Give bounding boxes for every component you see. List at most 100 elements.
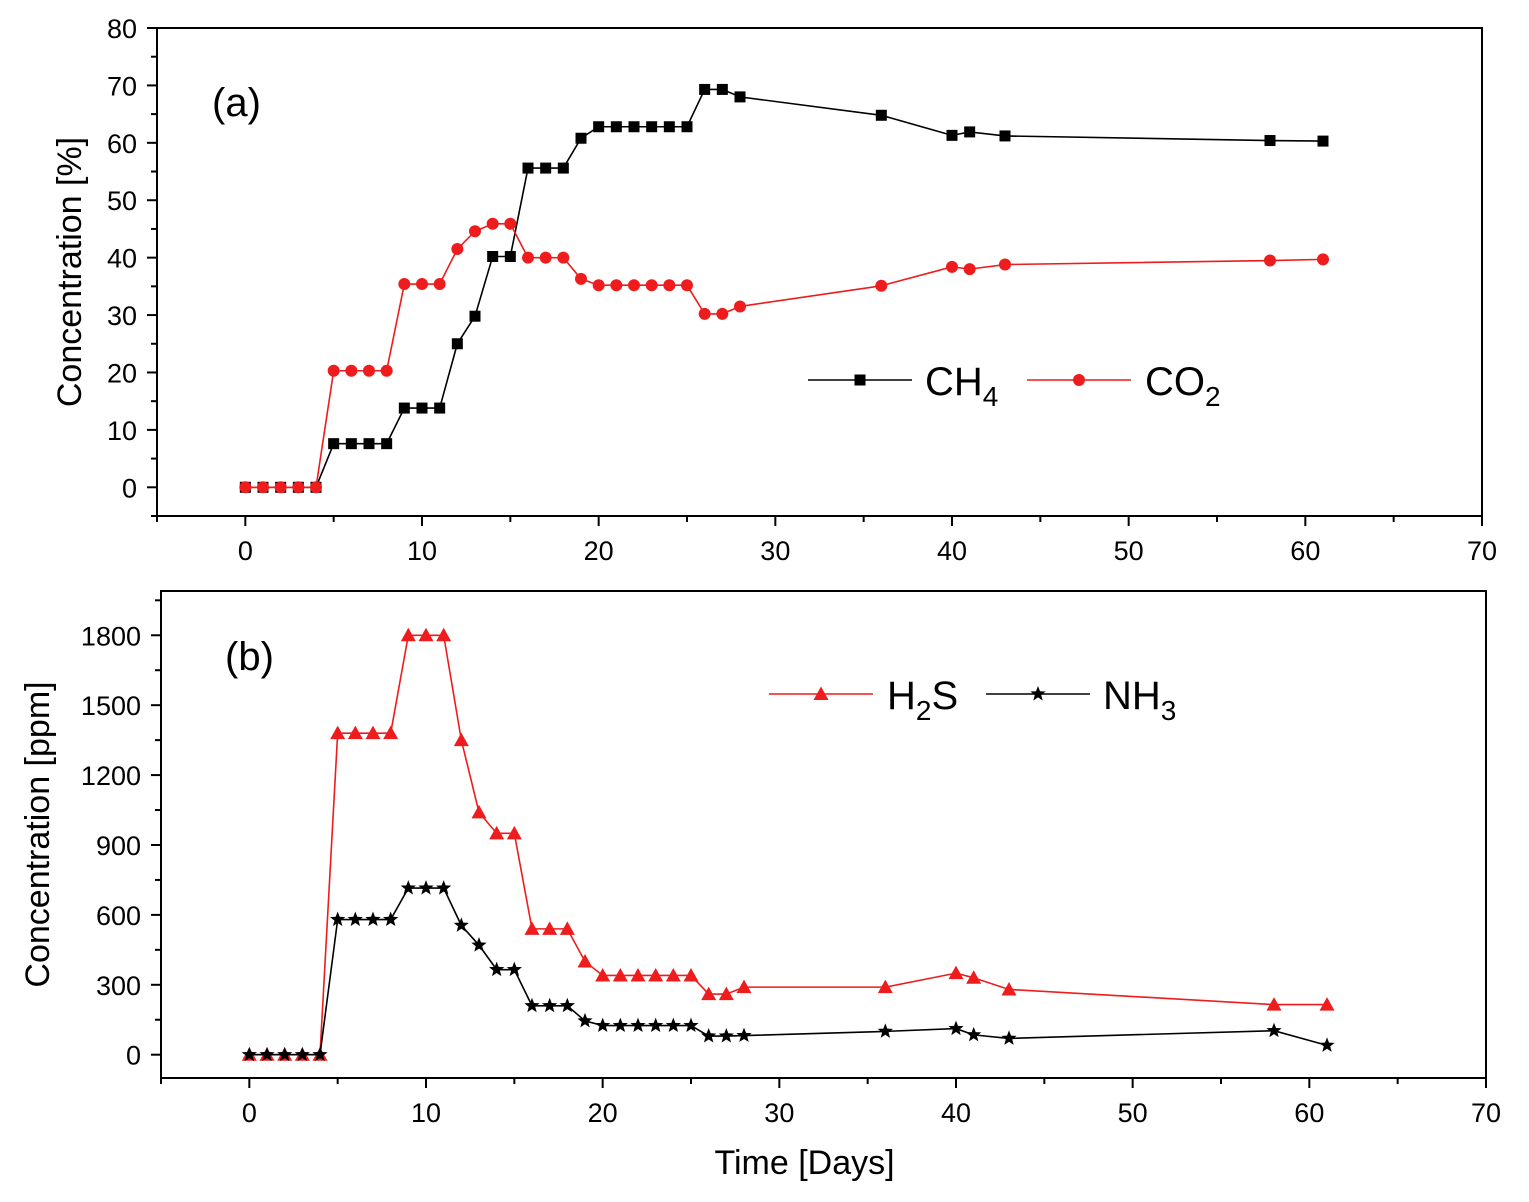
data-point bbox=[365, 725, 381, 740]
data-point bbox=[681, 279, 693, 292]
data-point bbox=[539, 251, 552, 264]
data-point bbox=[595, 1017, 611, 1033]
panel-a: 0 10 20 30 40 50 60 70 0 10 20 30 40 50 60 70 80 Concentr… bbox=[51, 14, 1497, 566]
data-point bbox=[363, 438, 375, 450]
data-point bbox=[595, 967, 611, 982]
data-point bbox=[400, 627, 416, 642]
x-tick-label: 30 bbox=[764, 1098, 794, 1128]
panel-label: (b) bbox=[225, 635, 274, 679]
series-line bbox=[245, 222, 1324, 489]
data-point bbox=[398, 402, 410, 414]
data-point bbox=[312, 1046, 328, 1062]
data-point bbox=[292, 481, 305, 494]
legend-label-main: CH bbox=[925, 360, 983, 404]
y-tick-label: 80 bbox=[107, 14, 137, 44]
data-point bbox=[963, 263, 976, 276]
data-point bbox=[612, 967, 628, 982]
data-point bbox=[487, 250, 499, 262]
data-point bbox=[310, 481, 322, 494]
x-tick-label: 60 bbox=[1290, 536, 1320, 566]
data-point bbox=[663, 121, 675, 133]
data-point bbox=[718, 986, 734, 1001]
data-point bbox=[363, 364, 375, 377]
data-point bbox=[522, 162, 534, 174]
data-point bbox=[559, 997, 575, 1013]
data-point bbox=[327, 364, 340, 377]
data-point bbox=[716, 83, 728, 95]
legend-marker bbox=[854, 374, 866, 386]
legend-entry: CH4 bbox=[808, 360, 998, 412]
data-point bbox=[612, 1017, 628, 1033]
data-point bbox=[274, 481, 287, 494]
data-point bbox=[559, 921, 575, 935]
data-point bbox=[557, 251, 570, 264]
data-point bbox=[646, 121, 658, 133]
data-point bbox=[875, 279, 888, 292]
data-point bbox=[610, 121, 622, 133]
series-line bbox=[249, 887, 1328, 1056]
data-point bbox=[433, 278, 446, 291]
data-point bbox=[471, 937, 487, 952]
data-point bbox=[1319, 997, 1335, 1011]
data-point bbox=[436, 627, 452, 642]
y-tick-label: 0 bbox=[126, 1041, 141, 1071]
x-tick-label: 30 bbox=[760, 536, 790, 566]
data-point bbox=[524, 921, 540, 935]
data-point bbox=[345, 364, 358, 377]
data-point bbox=[1001, 1030, 1017, 1045]
data-point bbox=[665, 1017, 681, 1033]
data-point bbox=[365, 911, 381, 927]
data-point bbox=[489, 961, 505, 977]
legend-label-suffix: S bbox=[931, 674, 958, 718]
legend-label-main: CO bbox=[1145, 360, 1205, 404]
data-point bbox=[418, 880, 434, 895]
legend-label: NH3 bbox=[1103, 674, 1176, 726]
y-tick-label: 30 bbox=[107, 301, 137, 331]
data-point bbox=[294, 1046, 310, 1062]
data-point bbox=[469, 310, 481, 322]
data-point bbox=[522, 251, 534, 264]
y-tick-label: 10 bbox=[107, 416, 137, 446]
data-point bbox=[701, 986, 717, 1001]
data-point bbox=[434, 402, 446, 414]
data-point bbox=[1264, 254, 1276, 267]
data-point bbox=[469, 225, 481, 238]
y-tick-label: 50 bbox=[107, 186, 137, 216]
data-point bbox=[1266, 1022, 1282, 1038]
panel-label: (a) bbox=[212, 81, 261, 125]
data-point bbox=[504, 217, 517, 230]
data-point bbox=[398, 278, 411, 291]
data-point bbox=[506, 825, 522, 840]
data-point bbox=[383, 725, 399, 740]
data-point bbox=[418, 627, 434, 642]
series-h2s bbox=[241, 627, 1335, 1061]
data-point bbox=[381, 438, 393, 450]
data-point bbox=[628, 279, 640, 292]
x-tick-label: 0 bbox=[242, 1098, 257, 1128]
x-tick-label: 60 bbox=[1294, 1098, 1324, 1128]
data-point bbox=[683, 1017, 699, 1033]
series-nh3 bbox=[241, 880, 1335, 1062]
data-point bbox=[877, 979, 893, 994]
data-point bbox=[630, 967, 646, 982]
data-point bbox=[451, 338, 463, 350]
y-tick-label: 1200 bbox=[81, 761, 141, 791]
data-point bbox=[734, 300, 746, 313]
data-point bbox=[1317, 253, 1329, 266]
x-axis-title: Time [Days] bbox=[714, 1144, 894, 1182]
y-tick-label: 1800 bbox=[81, 621, 141, 651]
data-point bbox=[946, 260, 958, 273]
data-point bbox=[416, 402, 428, 414]
legend-label-main: H bbox=[887, 674, 916, 718]
data-point bbox=[875, 109, 887, 121]
data-point bbox=[330, 725, 346, 740]
data-point bbox=[486, 217, 499, 230]
x-tick-label: 40 bbox=[937, 536, 967, 566]
data-point bbox=[504, 250, 516, 262]
y-tick-label: 20 bbox=[107, 358, 137, 388]
data-point bbox=[330, 911, 346, 927]
data-point bbox=[665, 967, 681, 982]
data-point bbox=[610, 279, 623, 292]
data-point bbox=[380, 364, 393, 377]
data-point bbox=[1317, 135, 1329, 147]
